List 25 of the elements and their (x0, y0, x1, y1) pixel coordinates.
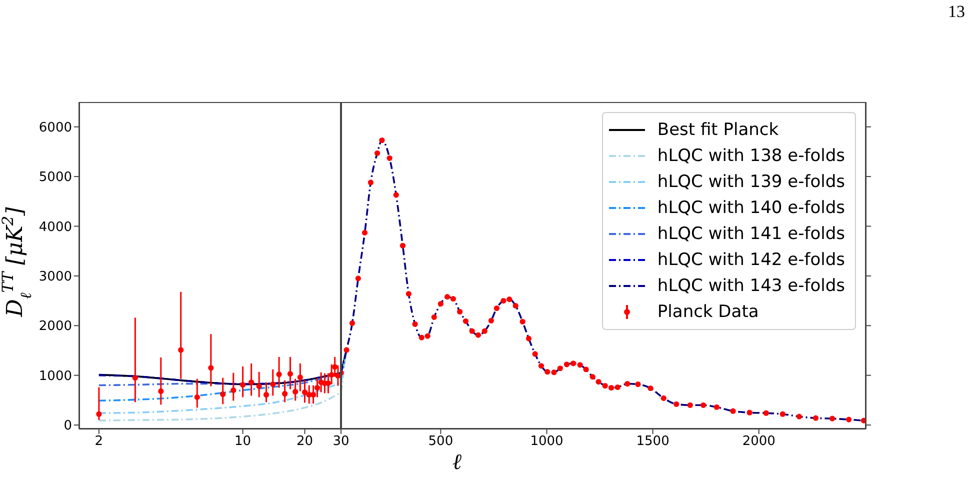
legend-label: hLQC with 138 e-folds (657, 146, 845, 166)
x-tick-label: 2000 (742, 434, 776, 450)
y-tick-label: 1000 (38, 368, 72, 384)
x-tick-label: 30 (332, 434, 350, 450)
y-tick-label: 4000 (38, 220, 72, 235)
y-tick-label: 0 (64, 418, 72, 434)
legend-label: hLQC with 143 e-folds (657, 276, 845, 296)
y-tick-label: 6000 (38, 120, 72, 136)
x-tick-label: 2 (94, 434, 104, 450)
x-tick-label: 20 (296, 434, 314, 450)
y-tick-label: 5000 (38, 170, 72, 186)
x-tick-label: 500 (428, 434, 454, 450)
x-tick-label: 1000 (530, 434, 564, 450)
text: 13 (948, 2, 965, 22)
x-tick-label: 10 (234, 434, 252, 450)
legend-label: Planck Data (657, 302, 759, 322)
legend-label: hLQC with 141 e-folds (657, 224, 845, 244)
y-tick-label: 2000 (38, 319, 72, 334)
legend-label: hLQC with 139 e-folds (657, 172, 845, 192)
legend-label: hLQC with 140 e-folds (657, 198, 845, 218)
y-tick-label: 3000 (38, 270, 72, 285)
x-axis-title: ℓ (452, 450, 462, 475)
legend-label: Best fit Planck (657, 120, 779, 140)
legend-label: hLQC with 142 e-folds (657, 250, 845, 270)
x-tick-label: 1500 (636, 434, 670, 450)
